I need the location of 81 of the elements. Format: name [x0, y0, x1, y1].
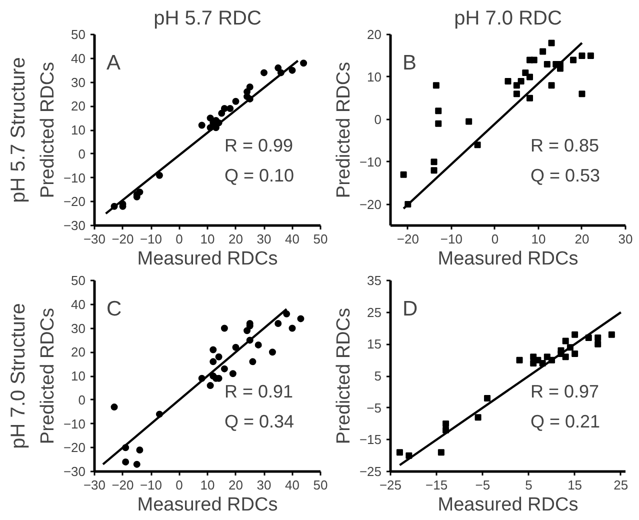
y-tick-label: 20 — [71, 98, 86, 114]
x-tick-label: 20 — [228, 478, 243, 492]
text: pH 7.0 Structure — [8, 303, 30, 449]
x-tick-label: −10 — [440, 232, 462, 246]
y-tick-label: 10 — [71, 368, 86, 384]
x-tick-label: −20 — [112, 232, 134, 246]
y-tick-label: 35 — [367, 273, 382, 288]
y-tick-label: 25 — [367, 304, 382, 320]
y-tick-label: 50 — [71, 27, 86, 42]
x-tick-label: −20 — [112, 478, 134, 492]
y-tick-label: −30 — [63, 464, 86, 479]
x-tick-label: 25 — [614, 478, 628, 492]
y-tick-label: −20 — [359, 196, 382, 212]
annotation: D — [402, 298, 418, 320]
chart-title: pH 5.7 RDC — [154, 8, 262, 30]
y-tick-label: −25 — [359, 464, 382, 479]
y-tick-label: 40 — [71, 296, 86, 312]
y-axis-title: Predicted RDCs — [37, 308, 58, 444]
y-tick-label: 50 — [71, 273, 86, 288]
annotation: C — [106, 298, 122, 320]
y-tick-label: 0 — [374, 112, 382, 127]
x-tick-label: 15 — [568, 478, 582, 492]
x-axis-title: Measured RDCs — [137, 494, 278, 516]
annotation: R = 0.97 — [530, 382, 600, 402]
x-tick-label: 50 — [313, 232, 328, 246]
x-tick-label: 10 — [200, 232, 215, 246]
annotation: R = 0.99 — [224, 136, 294, 156]
y-tick-label: 30 — [71, 74, 86, 90]
y-tick-label: −5 — [366, 400, 382, 416]
x-tick-label: 5 — [525, 478, 532, 492]
y-tick-label: −10 — [63, 416, 86, 432]
y-tick-label: −10 — [359, 154, 382, 170]
x-tick-label: −10 — [140, 232, 162, 246]
y-tick-label: 5 — [374, 368, 382, 384]
x-tick-label: 10 — [531, 232, 546, 246]
y-tick-label: −20 — [63, 194, 86, 210]
annotation: Q = 0.21 — [530, 412, 600, 432]
x-tick-label: −20 — [396, 232, 419, 246]
x-tick-label: 40 — [285, 478, 300, 492]
x-tick-label: 20 — [574, 232, 590, 246]
y-tick-label: 15 — [367, 336, 382, 352]
x-tick-label: 30 — [256, 478, 272, 492]
x-tick-label: −5 — [475, 478, 490, 492]
x-axis-title: Measured RDCs — [438, 494, 578, 516]
y-tick-label: −10 — [63, 170, 86, 186]
annotation: Q = 0.34 — [224, 412, 294, 432]
y-axis-title: Predicted RDCs — [333, 62, 354, 198]
y-tick-label: 30 — [71, 320, 86, 336]
x-tick-label: 30 — [618, 232, 633, 246]
y-tick-label: 20 — [367, 27, 382, 42]
y-tick-label: 0 — [78, 146, 86, 162]
y-axis-title: Predicted RDCs — [333, 308, 354, 444]
text: pH 5.7 Structure — [8, 57, 30, 203]
x-axis-title: Measured RDCs — [438, 248, 578, 270]
annotation: R = 0.85 — [530, 136, 600, 156]
x-tick-label: 20 — [228, 232, 243, 246]
annotation: B — [402, 52, 417, 74]
y-tick-label: 20 — [71, 344, 86, 360]
x-tick-label: 30 — [256, 232, 272, 246]
x-tick-label: 50 — [313, 478, 328, 492]
x-tick-label: −10 — [140, 478, 162, 492]
y-tick-label: −20 — [63, 440, 86, 456]
y-tick-label: −30 — [63, 218, 86, 233]
annotation: R = 0.91 — [224, 382, 294, 402]
chart-title: pH 7.0 RDC — [454, 8, 562, 30]
y-tick-label: 10 — [367, 69, 382, 84]
x-axis-title: Measured RDCs — [137, 248, 278, 270]
x-tick-label: 0 — [176, 478, 183, 492]
y-tick-label: −15 — [359, 432, 382, 448]
x-tick-label: 0 — [176, 232, 183, 246]
x-tick-label: 0 — [491, 232, 499, 246]
x-tick-label: −15 — [426, 478, 448, 492]
x-tick-label: 40 — [285, 232, 300, 246]
x-tick-label: 10 — [200, 478, 215, 492]
annotation: Q = 0.10 — [224, 166, 294, 186]
annotation: A — [106, 52, 121, 74]
y-axis-title: Predicted RDCs — [37, 62, 58, 198]
y-tick-label: 0 — [78, 392, 86, 408]
annotation: Q = 0.53 — [530, 166, 600, 186]
y-tick-label: 10 — [71, 122, 86, 138]
y-tick-label: 40 — [71, 50, 86, 66]
